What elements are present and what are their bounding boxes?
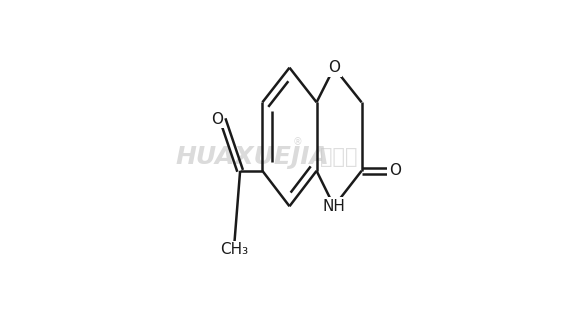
Text: HUAXUEJIA: HUAXUEJIA <box>175 145 329 169</box>
Text: NH: NH <box>323 199 346 214</box>
Text: O: O <box>210 112 223 127</box>
Text: O: O <box>328 60 340 75</box>
Text: ®: ® <box>293 137 302 147</box>
Text: O: O <box>389 163 400 178</box>
Text: CH₃: CH₃ <box>221 243 249 258</box>
Text: 化学加: 化学加 <box>320 147 357 167</box>
